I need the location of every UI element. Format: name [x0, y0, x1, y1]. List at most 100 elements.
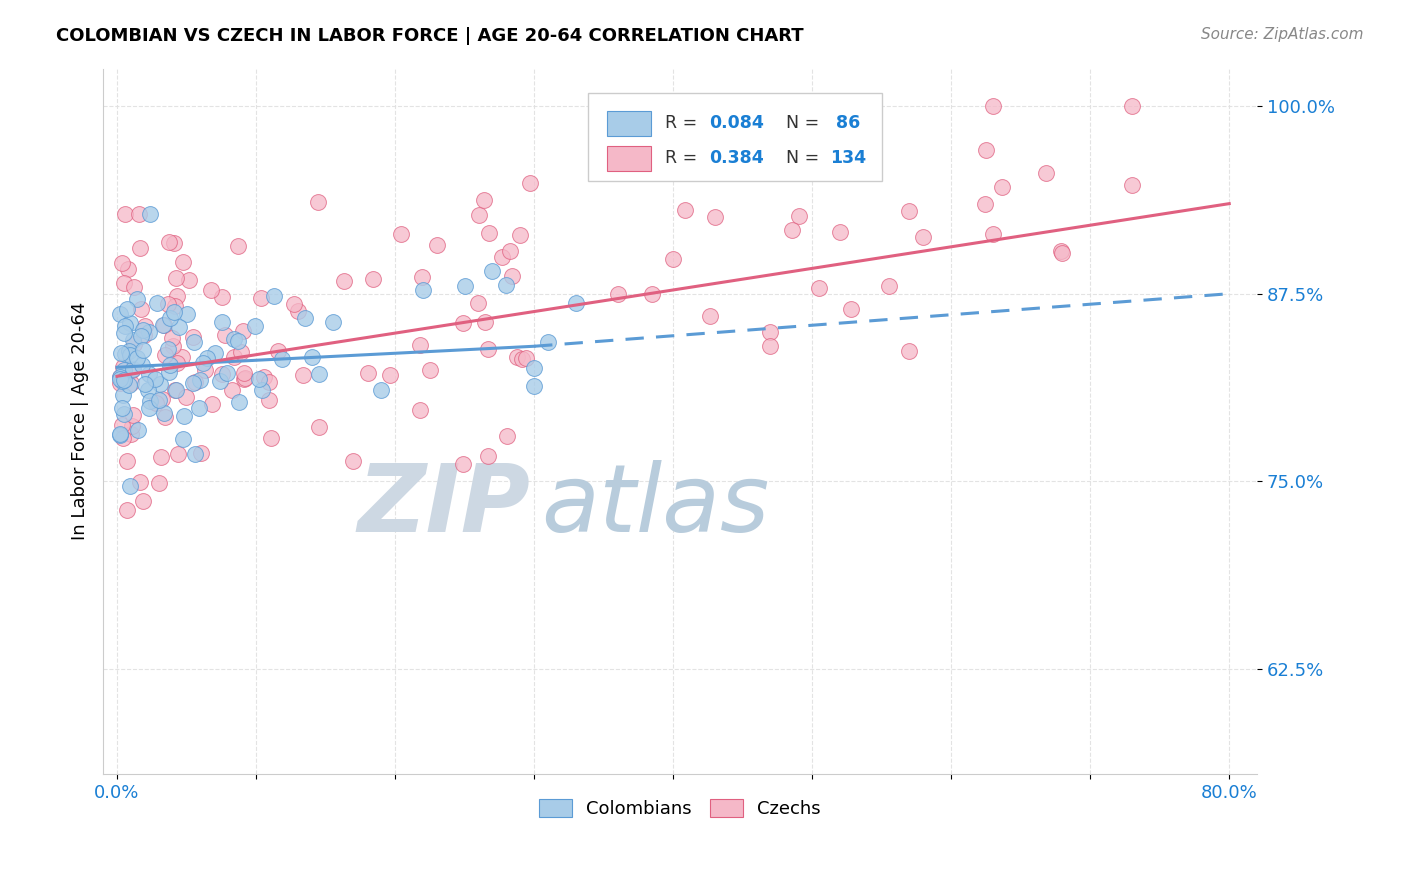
Point — [307, 195, 329, 210]
Point — [108, 427, 131, 442]
Point — [111, 359, 134, 374]
Point — [111, 401, 134, 416]
Point — [122, 362, 145, 376]
Point — [495, 277, 517, 292]
Point — [515, 351, 537, 365]
Point — [129, 301, 152, 316]
Point — [165, 299, 187, 313]
Point — [148, 475, 170, 490]
Point — [136, 383, 159, 397]
Point — [152, 318, 174, 332]
Point — [409, 403, 432, 417]
Point — [389, 227, 412, 241]
Point — [509, 228, 531, 243]
Point — [153, 348, 176, 362]
Point — [252, 383, 274, 397]
Point — [181, 376, 204, 390]
Point — [108, 428, 131, 442]
Point — [308, 420, 330, 434]
Point — [981, 227, 1004, 242]
Point — [467, 295, 489, 310]
Point — [129, 328, 152, 343]
Point — [139, 207, 162, 221]
Point — [506, 350, 529, 364]
Point — [411, 269, 433, 284]
Point — [519, 176, 541, 190]
Text: 86: 86 — [830, 114, 860, 132]
Text: N =: N = — [786, 114, 825, 132]
Point — [129, 475, 152, 489]
Point — [257, 392, 280, 407]
Point — [419, 363, 441, 377]
Point — [481, 264, 503, 278]
Point — [173, 409, 195, 423]
Point — [782, 223, 804, 237]
Point — [228, 394, 250, 409]
Point — [122, 336, 145, 351]
Point — [121, 409, 143, 423]
Point — [250, 291, 273, 305]
Point — [699, 310, 721, 324]
Text: 134: 134 — [830, 149, 866, 167]
Point — [1035, 166, 1057, 180]
Point — [118, 377, 141, 392]
Point — [259, 431, 281, 445]
Point — [898, 343, 921, 358]
Point — [108, 376, 131, 390]
Point — [200, 283, 222, 297]
Point — [108, 372, 131, 386]
Point — [378, 368, 401, 383]
Point — [267, 343, 290, 358]
Point — [162, 331, 184, 345]
Point — [232, 324, 254, 338]
Point — [426, 238, 449, 252]
Point — [166, 447, 188, 461]
Point — [146, 296, 169, 310]
Point — [131, 358, 153, 372]
Point — [491, 250, 513, 264]
Point — [247, 372, 270, 386]
Point — [1121, 99, 1143, 113]
FancyBboxPatch shape — [607, 111, 651, 136]
Point — [523, 379, 546, 393]
Point — [174, 390, 197, 404]
Point — [183, 334, 205, 349]
Point — [165, 383, 187, 397]
Point — [134, 318, 156, 333]
Point — [974, 143, 997, 157]
Point — [981, 99, 1004, 113]
Point — [271, 352, 294, 367]
Point — [134, 376, 156, 391]
Point — [184, 376, 207, 390]
Point — [662, 252, 685, 266]
Point — [477, 342, 499, 356]
Point — [165, 270, 187, 285]
Point — [152, 318, 174, 333]
Point — [112, 326, 135, 341]
Point — [332, 274, 354, 288]
Point — [117, 302, 139, 317]
Point — [108, 307, 131, 321]
Point — [118, 479, 141, 493]
Point — [111, 369, 134, 384]
Point — [172, 351, 194, 365]
Point — [118, 344, 141, 359]
FancyBboxPatch shape — [588, 94, 882, 181]
Point — [127, 423, 149, 437]
Point — [287, 304, 309, 318]
Point — [215, 367, 238, 381]
Point — [114, 206, 136, 220]
Point — [292, 368, 315, 382]
Point — [1121, 178, 1143, 193]
Point — [703, 210, 725, 224]
Point — [828, 225, 851, 239]
Point — [110, 346, 132, 360]
Text: 0.384: 0.384 — [709, 149, 763, 167]
Point — [138, 325, 160, 339]
Point — [131, 493, 153, 508]
Legend: Colombians, Czechs: Colombians, Czechs — [533, 791, 828, 825]
Point — [163, 383, 186, 397]
Point — [172, 255, 194, 269]
Point — [195, 351, 218, 365]
Point — [370, 383, 392, 397]
